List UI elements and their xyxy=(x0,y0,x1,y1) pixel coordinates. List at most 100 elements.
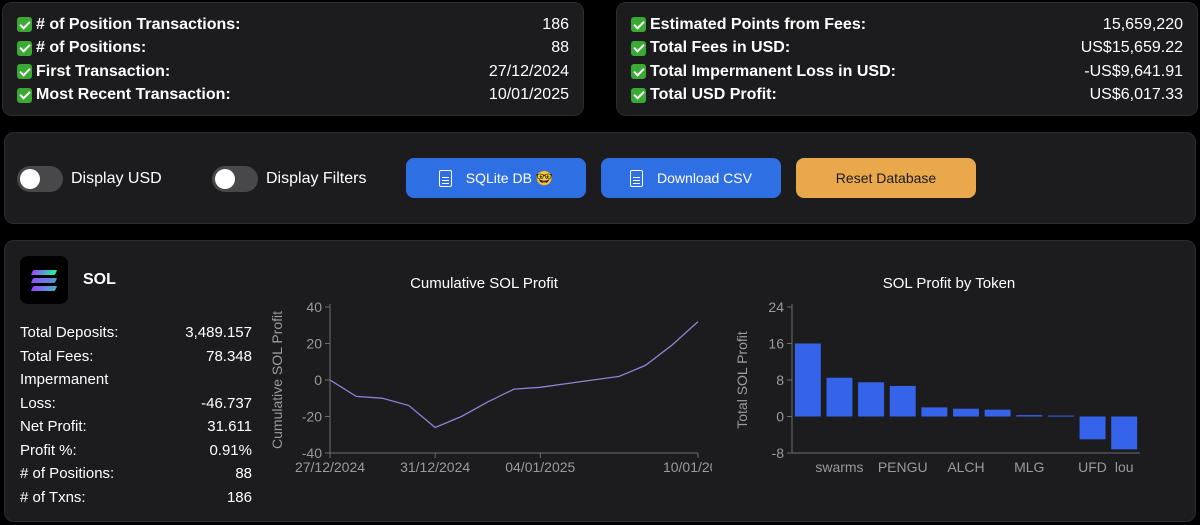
token-stat-label: Profit %: xyxy=(20,441,77,459)
token-stat-label: Loss: xyxy=(20,394,56,412)
profit-by-token-chart: SOL Profit by Token Total SOL Profit 24 16 8… xyxy=(734,275,1140,475)
checkmark-icon xyxy=(631,17,646,33)
summary-label: Most Recent Transaction: xyxy=(17,86,231,104)
token-bar xyxy=(1047,415,1074,417)
download-csv-button[interactable]: Download CSV xyxy=(601,158,781,198)
summary-row: Total USD Profit: US$6,017.33 xyxy=(631,84,1183,108)
summary-value: -US$9,641.91 xyxy=(1084,62,1183,80)
token-stat-value: 78.348 xyxy=(206,347,252,365)
token-stat-value: 31.611 xyxy=(207,418,252,436)
summary-label: First Transaction: xyxy=(17,63,170,81)
solana-logo-stripe xyxy=(30,285,58,291)
checkmark-icon xyxy=(17,64,32,80)
token-bar xyxy=(984,409,1011,417)
solana-logo-stripe xyxy=(30,269,58,275)
summary-value: 27/12/2024 xyxy=(488,62,569,80)
toggle-knob xyxy=(20,169,40,189)
display-filters-toggle[interactable] xyxy=(212,166,258,192)
summary-label: Total Impermanent Loss in USD: xyxy=(631,63,896,81)
y-tick-label: -40 xyxy=(302,445,322,461)
token-stat-row: Total Deposits: 3,489.157 xyxy=(20,321,252,345)
document-icon xyxy=(438,169,452,187)
summary-value: US$6,017.33 xyxy=(1089,86,1183,104)
checkmark-icon xyxy=(631,64,646,80)
summary-value: 15,659,220 xyxy=(1102,15,1183,33)
summary-card-right: Estimated Points from Fees: 15,659,220 Tot… xyxy=(616,2,1198,116)
token-stat-row: Net Profit: 31.611 xyxy=(20,415,252,439)
sqlite-db-label: SQLite DB 🤓 xyxy=(465,169,554,186)
token-stat-value: -46.737 xyxy=(201,394,252,412)
summary-label-text: Most Recent Transaction: xyxy=(36,86,231,104)
token-stat-value: 3,489.157 xyxy=(185,324,252,342)
summary-label-text: Total Impermanent Loss in USD: xyxy=(650,62,896,80)
token-stat-label: Total Fees: xyxy=(20,347,94,365)
token-stat-row: Impermanent xyxy=(20,368,252,392)
y-axis-label: Cumulative SOL Profit xyxy=(269,311,285,449)
token-panel xyxy=(4,240,1196,522)
summary-row: # of Position Transactions: 186 xyxy=(17,13,569,37)
document-icon xyxy=(630,169,644,187)
checkmark-icon xyxy=(17,40,32,56)
y-tick-label: 24 xyxy=(768,299,784,315)
x-tick-label: lou xyxy=(1115,459,1134,475)
x-tick-label: ALCH xyxy=(947,459,984,475)
sqlite-db-button[interactable]: SQLite DB 🤓 xyxy=(406,158,586,198)
display-usd-label: Display USD xyxy=(71,170,162,187)
chart-title: SOL Profit by Token xyxy=(883,275,1016,292)
token-bar xyxy=(1016,415,1043,417)
token-stat-row: # of Positions: 88 xyxy=(20,462,252,486)
summary-label-text: Total USD Profit: xyxy=(650,86,777,104)
summary-row: Total Impermanent Loss in USD: -US$9,641.… xyxy=(631,60,1183,84)
token-bar xyxy=(889,385,916,417)
checkmark-icon xyxy=(17,17,32,33)
token-bar xyxy=(1079,416,1106,440)
token-stat-row: Profit %: 0.91% xyxy=(20,439,252,463)
summary-label-text: Estimated Points from Fees: xyxy=(650,15,867,33)
token-bar xyxy=(921,407,948,417)
y-tick-label: -20 xyxy=(302,409,322,425)
x-tick-label: UFD xyxy=(1078,459,1107,475)
summary-label: Estimated Points from Fees: xyxy=(631,16,866,34)
summary-value: 88 xyxy=(551,39,569,57)
checkmark-icon xyxy=(17,87,32,103)
checkmark-icon xyxy=(631,40,646,56)
x-tick-label: PENGU xyxy=(878,459,928,475)
y-tick-label: 8 xyxy=(776,372,784,388)
token-stat-row: # of Txns: 186 xyxy=(20,486,252,510)
x-tick-label: 04/01/2025 xyxy=(505,459,575,475)
summary-label-text: # of Positions: xyxy=(36,39,147,57)
summary-row: Estimated Points from Fees: 15,659,220 xyxy=(631,13,1183,37)
summary-value: 10/01/2025 xyxy=(488,86,569,104)
y-tick-label: 20 xyxy=(306,336,322,352)
token-name: SOL xyxy=(83,271,116,288)
solana-logo-icon xyxy=(20,256,68,304)
y-tick-label: -8 xyxy=(772,445,785,461)
checkmark-icon xyxy=(631,87,646,103)
token-stat-value: 0.91% xyxy=(209,441,252,459)
x-tick-label: swarms xyxy=(815,459,863,475)
y-axis-label: Total SOL Profit xyxy=(734,331,750,429)
summary-label-text: Total Fees in USD: xyxy=(650,39,791,57)
chart-title: Cumulative SOL Profit xyxy=(410,275,559,292)
token-stat-label: # of Positions: xyxy=(20,465,115,483)
summary-row: # of Positions: 88 xyxy=(17,37,569,61)
display-usd-toggle-group[interactable]: Display USD xyxy=(17,166,162,192)
token-stat-row: Total Fees: 78.348 xyxy=(20,345,252,369)
summary-row: Total Fees in USD: US$15,659.22 xyxy=(631,37,1183,61)
y-tick-label: 0 xyxy=(776,409,784,425)
reset-database-label: Reset Database xyxy=(835,170,937,186)
controls-bar: Display USD Display Filters SQLite DB 🤓 … xyxy=(4,132,1196,224)
token-bar xyxy=(1111,416,1138,450)
summary-label-text: First Transaction: xyxy=(36,62,171,80)
summary-card-left: # of Position Transactions: 186 # of Posit… xyxy=(2,2,584,116)
summary-label-text: # of Position Transactions: xyxy=(36,15,241,33)
reset-database-button[interactable]: Reset Database xyxy=(796,158,976,198)
summary-value: 186 xyxy=(542,15,569,33)
y-tick-label: 16 xyxy=(768,336,784,352)
display-usd-toggle[interactable] xyxy=(17,166,63,192)
display-filters-toggle-group[interactable]: Display Filters xyxy=(212,166,366,192)
summary-row: First Transaction: 27/12/2024 xyxy=(17,60,569,84)
summary-label: # of Positions: xyxy=(17,39,146,57)
token-bar xyxy=(858,382,885,417)
x-tick-label: 10/01/2025 xyxy=(663,459,712,475)
